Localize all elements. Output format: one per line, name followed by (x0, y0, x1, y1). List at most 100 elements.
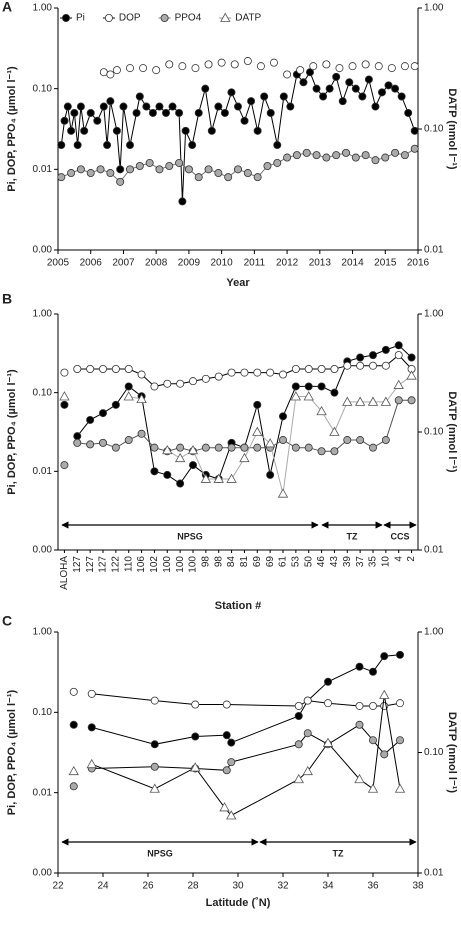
circle-marker (67, 126, 76, 135)
y2-tick-label: 1.00 (424, 3, 444, 14)
circle-marker (371, 156, 380, 165)
circle-marker (341, 148, 350, 157)
circle-marker (356, 353, 365, 362)
circle-marker (364, 75, 373, 84)
circle-marker (188, 141, 197, 150)
y-tick-label: 0.10 (33, 707, 53, 718)
x-tick-label: 127 (72, 556, 83, 573)
circle-marker (93, 116, 102, 125)
circle-marker (351, 153, 360, 162)
legend-marker (220, 12, 231, 22)
x-tick-label: 69 (252, 556, 263, 568)
triangle-marker (329, 426, 340, 436)
x-tick-label: 2008 (145, 258, 168, 269)
circle-marker (291, 364, 300, 373)
x-tick-label: 127 (85, 556, 96, 573)
circle-marker (394, 351, 403, 360)
x-tick-label: 2014 (341, 258, 364, 269)
triangle-marker (136, 393, 147, 404)
circle-marker (304, 364, 313, 373)
circle-marker (312, 151, 321, 160)
y2-tick-label: 0.01 (424, 545, 444, 556)
triangle-marker (303, 391, 314, 401)
circle-marker (394, 341, 403, 350)
x-tick-label: 37 (355, 556, 366, 568)
circle-marker (240, 116, 249, 125)
circle-marker (80, 126, 89, 135)
triangle-marker (342, 396, 353, 406)
circle-marker (222, 731, 231, 740)
circle-marker (135, 161, 144, 170)
circle-marker (260, 92, 269, 101)
circle-marker (283, 153, 292, 162)
circle-marker (175, 158, 184, 167)
circle-marker (332, 72, 341, 81)
circle-marker (181, 126, 190, 135)
circle-marker (253, 173, 262, 182)
circle-marker (214, 169, 223, 178)
y-axis-label: Pi, DOP, PPO₄ (µmol l⁻¹) (6, 689, 18, 815)
circle-marker (291, 382, 300, 391)
circle-marker (247, 97, 256, 106)
x-tick-label: 26 (142, 881, 154, 892)
circle-marker (322, 60, 331, 69)
triangle-marker (162, 444, 173, 455)
circle-marker (60, 368, 69, 377)
circle-marker (278, 370, 287, 379)
triangle-marker (322, 737, 334, 747)
circle-marker (368, 701, 377, 710)
circle-marker (338, 97, 347, 106)
triangle-marker (226, 810, 237, 820)
circle-marker (63, 102, 72, 111)
circle-marker (299, 78, 308, 87)
circle-marker (155, 102, 164, 111)
series-line (91, 724, 401, 771)
circle-marker (112, 126, 121, 135)
x-tick-label: 2013 (309, 258, 332, 269)
circle-marker (222, 766, 231, 775)
y-tick-label: 0.10 (33, 83, 53, 94)
x-tick-label: 39 (342, 556, 353, 568)
circle-marker (407, 396, 416, 405)
circle-marker (191, 700, 200, 709)
circle-marker (184, 165, 193, 174)
circle-marker (286, 102, 295, 111)
region-label: NPSG (177, 531, 203, 541)
triangle-marker (393, 379, 404, 389)
y2-tick-label: 1.00 (424, 627, 444, 638)
x-axis-label: Latitude (˚N) (206, 897, 271, 909)
circle-marker (240, 368, 249, 377)
x-tick-label: 43 (329, 556, 340, 568)
circle-marker (76, 165, 85, 174)
circle-marker (124, 436, 133, 445)
x-tick-label: 2006 (80, 258, 103, 269)
circle-marker (317, 447, 326, 456)
triangle-marker (354, 396, 366, 406)
triangle-marker (59, 391, 70, 401)
circle-marker (355, 662, 364, 671)
legend-label: DATP (235, 13, 261, 24)
circle-marker (278, 412, 287, 421)
circle-marker (150, 762, 159, 771)
x-tick-label: 98 (200, 556, 211, 568)
circle-marker (222, 700, 231, 709)
circle-marker (266, 368, 275, 377)
circle-marker (73, 364, 82, 373)
circle-marker (304, 443, 313, 452)
y-axis-label: Pi, DOP, PPO₄ (µmol l⁻¹) (6, 369, 18, 495)
circle-marker (126, 165, 135, 174)
x-tick-label: 2015 (374, 258, 397, 269)
circle-marker (253, 443, 262, 452)
y2-axis-label: DATP (nmol l⁻¹) (446, 712, 458, 794)
x-tick-label: 122 (110, 556, 121, 573)
series-line (60, 71, 416, 202)
triangle-marker (264, 438, 276, 448)
circle-marker (230, 60, 239, 69)
x-tick-label: 100 (175, 556, 186, 573)
x-tick-label: 10 (380, 556, 391, 568)
y-tick-label: 1.00 (33, 627, 53, 638)
circle-marker (380, 750, 389, 759)
x-tick-label: 84 (226, 556, 237, 568)
circle-marker (273, 158, 282, 167)
y2-axis-label: DATP (nmol l⁻¹) (446, 391, 458, 473)
